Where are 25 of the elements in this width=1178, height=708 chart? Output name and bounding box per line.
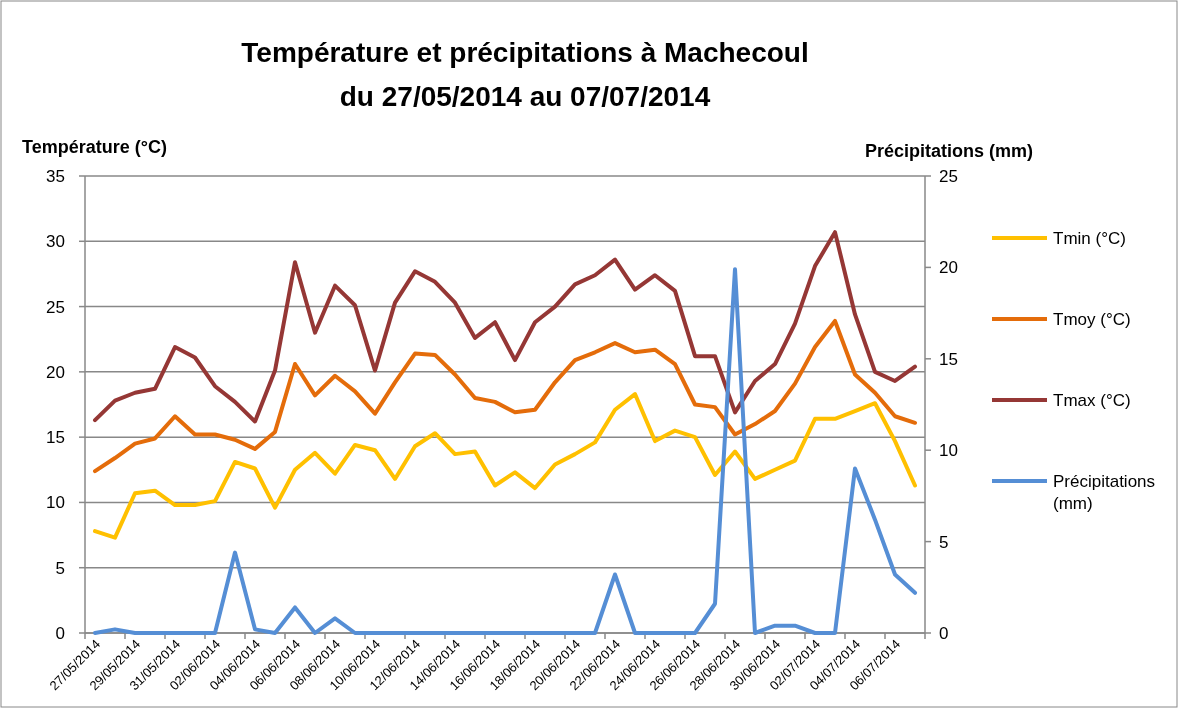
chart-title: Température et précipitations à Machecoul du 27/05/2014 au 07/07/2014 — [241, 37, 809, 112]
line-series — [93, 392, 917, 540]
y-tick-label: 25 — [46, 297, 65, 317]
y-tick-label: 5 — [55, 558, 65, 578]
line-series — [93, 267, 917, 635]
y-tick-label: 15 — [46, 428, 65, 448]
y-tick-label: 10 — [46, 493, 65, 513]
line-series — [93, 318, 917, 474]
y-tick-label: 0 — [55, 623, 65, 643]
legend-label: Tmax (°C) — [1053, 390, 1131, 410]
y2-tick-label: 15 — [939, 349, 958, 369]
y2-axis-title: Précipitations (mm) — [864, 141, 1033, 161]
y-axis-title: Température (°C) — [22, 137, 167, 157]
line-series — [93, 230, 917, 424]
y2-tick-label: 5 — [939, 532, 949, 552]
legend-label: Tmin (°C) — [1053, 228, 1126, 248]
legend-label: Tmoy (°C) — [1053, 309, 1131, 329]
y-tick-label: 20 — [46, 362, 65, 382]
y2-tick-label: 20 — [939, 258, 958, 278]
y-tick-label: 35 — [46, 166, 65, 186]
y-tick-label: 30 — [46, 232, 65, 252]
y2-tick-label: 10 — [939, 441, 958, 461]
y2-tick-label: 0 — [939, 623, 949, 643]
legend-label: Précipitations (mm) — [1053, 471, 1156, 514]
y2-tick-label: 25 — [939, 166, 958, 186]
